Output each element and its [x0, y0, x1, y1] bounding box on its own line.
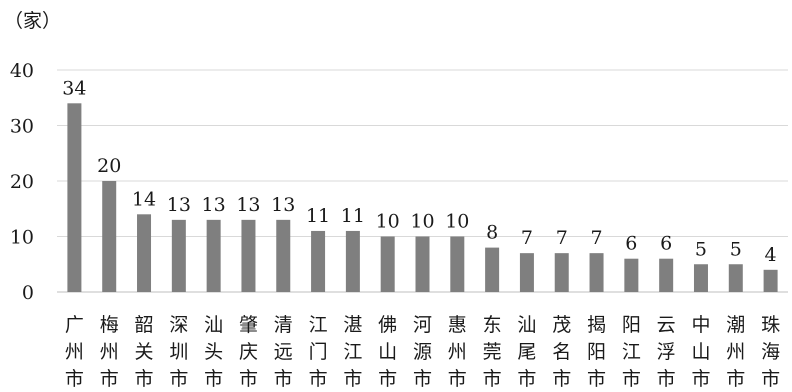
y-tick-label: 10: [10, 227, 34, 249]
x-axis-labels: 广州市梅州市韶关市深圳市汕头市肇庆市清远市江门市湛江市佛山市河源市惠州市东莞市汕…: [65, 314, 780, 390]
x-tick-label: 揭阳市: [587, 314, 606, 390]
x-tick-label: 汕尾市: [517, 314, 536, 390]
x-tick-label: 江门市: [309, 314, 328, 390]
bar: [554, 253, 569, 292]
bar: [241, 219, 256, 292]
data-label: 7: [521, 227, 533, 249]
bar: [276, 219, 291, 292]
data-label: 13: [167, 194, 191, 216]
bar: [624, 258, 639, 292]
y-tick-label: 30: [10, 116, 34, 138]
x-tick-label: 茂名市: [552, 314, 571, 390]
x-tick-label: 云浮市: [657, 314, 676, 390]
bar: [137, 214, 152, 292]
x-tick-label: 佛山市: [378, 314, 397, 390]
bar: [485, 247, 500, 292]
data-label: 11: [341, 205, 365, 227]
data-label: 13: [202, 194, 226, 216]
bar: [206, 219, 221, 292]
data-label: 10: [410, 211, 434, 233]
data-label: 6: [660, 233, 672, 255]
x-tick-label: 韶关市: [135, 314, 154, 390]
data-label: 8: [486, 222, 498, 244]
x-tick-label: 阳江市: [622, 314, 641, 390]
x-tick-label: 珠海市: [761, 314, 780, 390]
data-label: 20: [97, 155, 121, 177]
x-tick-label: 河源市: [413, 314, 432, 390]
x-tick-label: 湛江市: [343, 314, 362, 390]
bars: [67, 103, 778, 292]
y-tick-label: 0: [22, 282, 34, 304]
bar: [659, 258, 674, 292]
bar: [311, 230, 326, 292]
bar: [693, 264, 708, 292]
data-label: 10: [376, 211, 400, 233]
x-tick-label: 肇庆市: [239, 314, 258, 390]
data-label: 10: [445, 211, 469, 233]
bar: [171, 219, 186, 292]
y-tick-label: 20: [10, 171, 34, 193]
data-label: 7: [556, 227, 568, 249]
data-label: 14: [132, 188, 156, 210]
data-label: 7: [591, 227, 603, 249]
x-tick-label: 梅州市: [100, 314, 119, 390]
bar: [415, 236, 430, 292]
bar: [67, 103, 82, 292]
data-label: 34: [62, 77, 86, 99]
x-tick-label: 广州市: [65, 314, 84, 390]
x-tick-label: 惠州市: [448, 314, 467, 390]
x-tick-label: 中山市: [691, 314, 710, 390]
data-label: 13: [236, 194, 260, 216]
bar: [519, 253, 534, 292]
x-tick-label: 潮州市: [726, 314, 745, 390]
bar: [763, 269, 778, 292]
x-tick-label: 东莞市: [483, 314, 502, 390]
data-label: 6: [625, 233, 637, 255]
bar: [380, 236, 395, 292]
bar: [450, 236, 465, 292]
y-axis-ticks: 0 10 20 30 40: [10, 60, 34, 304]
y-axis-unit-label: （家）: [4, 10, 61, 32]
bar: [102, 181, 117, 292]
x-tick-label: 汕头市: [204, 314, 223, 390]
y-tick-label: 40: [10, 60, 34, 82]
data-label: 5: [695, 238, 707, 260]
bar: [728, 264, 743, 292]
x-tick-label: 清远市: [274, 314, 293, 390]
bar: [345, 230, 360, 292]
data-label: 5: [730, 238, 742, 260]
data-label: 11: [306, 205, 330, 227]
data-label: 4: [765, 244, 777, 266]
x-tick-label: 深圳市: [169, 314, 188, 390]
bar: [589, 253, 604, 292]
data-label: 13: [271, 194, 295, 216]
